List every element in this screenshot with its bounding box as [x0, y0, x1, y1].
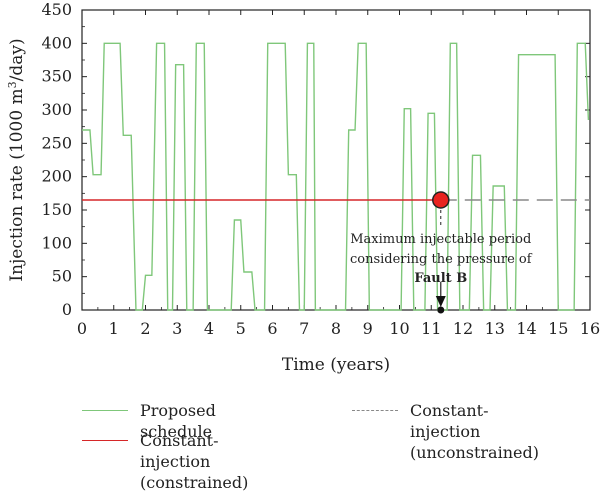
y-tick-label: 450	[41, 0, 72, 19]
series-line-0	[82, 42, 590, 311]
y-axis-title-superscript: 3	[6, 81, 19, 88]
legend-label-constrained: Constant-injection (constrained)	[140, 431, 249, 492]
constrained-end-marker	[432, 191, 450, 209]
y-tick-label: 150	[41, 200, 72, 219]
x-tick-label: 2	[140, 319, 150, 338]
x-tick-label: 5	[236, 319, 246, 338]
x-tick-label: 10	[389, 319, 409, 338]
x-tick-label: 12	[453, 319, 473, 338]
x-tick-label: 0	[77, 319, 87, 338]
legend-item-proposed-schedule: Proposed schedule	[82, 400, 216, 442]
x-tick-label: 6	[267, 319, 277, 338]
y-tick-label: 50	[52, 267, 72, 286]
x-tick-label: 11	[421, 319, 441, 338]
x-tick-label: 7	[299, 319, 309, 338]
y-tick-label: 400	[41, 33, 72, 52]
legend-swatch-unconstrained	[352, 400, 398, 412]
x-tick-label: 3	[172, 319, 182, 338]
plot-area: 0 1 2 3 4 5 6 7 8 9 10 11 12 13 14 15 160501001502002503…	[41, 0, 600, 338]
x-tick-label: 8	[331, 319, 341, 338]
y-axis-title-main: Injection rate (1000 m	[7, 88, 27, 281]
y-tick-label: 300	[41, 100, 72, 119]
legend-label-unconstrained: Constant-injection (unconstrained)	[410, 401, 539, 462]
y-axis-title: Injection rate (1000 m3/day)	[6, 38, 27, 281]
y-tick-label: 350	[41, 67, 72, 86]
annotation-end-dot	[437, 306, 445, 314]
x-tick-label: 9	[363, 319, 373, 338]
x-tick-label: 1	[109, 319, 119, 338]
y-axis-title-tail: /day)	[7, 38, 27, 81]
x-tick-label: 16	[580, 319, 600, 338]
x-tick-label: 15	[548, 319, 568, 338]
annotation-line-3: Fault B	[414, 271, 467, 286]
annotation-arrow-head	[435, 296, 446, 307]
y-tick-label: 250	[41, 133, 72, 152]
injection-rate-chart: 0 1 2 3 4 5 6 7 8 9 10 11 12 13 14 15 160501001502002503…	[6, 0, 600, 375]
y-tick-label: 200	[41, 167, 72, 186]
x-tick-label: 13	[485, 319, 505, 338]
legend-item-constrained: Constant-injection (constrained)	[82, 430, 248, 493]
x-tick-label: 4	[204, 319, 214, 338]
legend-swatch-proposed-schedule	[82, 400, 128, 412]
annotation-line-1: Maximum injectable period	[350, 232, 531, 247]
legend-swatch-constrained	[82, 430, 128, 442]
y-tick-label: 0	[62, 300, 72, 319]
annotation-line-2: considering the pressure of	[350, 252, 533, 267]
legend-item-unconstrained: Constant-injection (unconstrained)	[352, 400, 539, 463]
x-tick-label: 14	[516, 319, 536, 338]
legend-label-proposed-schedule: Proposed schedule	[140, 401, 216, 441]
x-axis-title: Time (years)	[282, 355, 390, 375]
y-tick-label: 100	[41, 233, 72, 252]
